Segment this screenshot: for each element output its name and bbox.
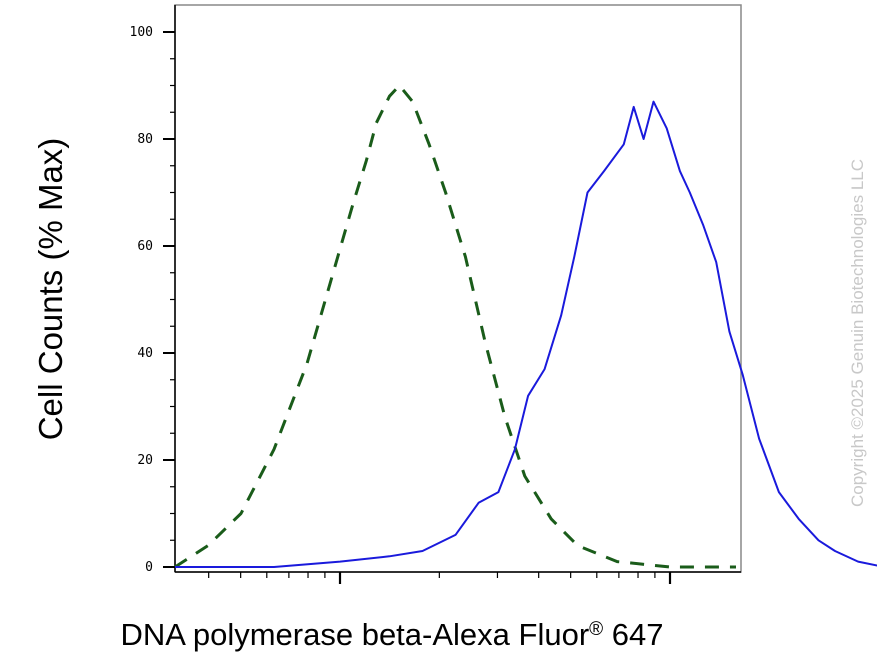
series-control-dashed-line (174, 84, 736, 569)
x-axis-label: DNA polymerase beta-Alexa Fluor® 647 (121, 617, 664, 652)
y-tick-label: 100 (130, 25, 153, 40)
y-axis-label: Cell Counts (% Max) (32, 138, 69, 441)
y-tick-label: 40 (137, 346, 153, 361)
x-axis-label-suffix: 647 (603, 617, 663, 652)
y-tick-label: 0 (145, 560, 153, 575)
x-axis-label-main: DNA polymerase beta-Alexa Fluor (121, 617, 590, 652)
y-tick-label: 60 (137, 239, 153, 254)
y-axis-ticks: 0 20 40 60 80 100 (130, 25, 175, 575)
x-axis-label-registered: ® (589, 619, 603, 640)
x-axis-ticks (208, 572, 672, 584)
series-stained-solid-line (175, 100, 877, 568)
copyright-watermark: Copyright ©2025 Genuin Biotechnologies L… (848, 159, 867, 507)
y-tick-label: 20 (137, 453, 153, 468)
y-tick-label: 80 (137, 132, 153, 147)
plot-frame (174, 4, 742, 573)
series-layer (174, 84, 877, 569)
